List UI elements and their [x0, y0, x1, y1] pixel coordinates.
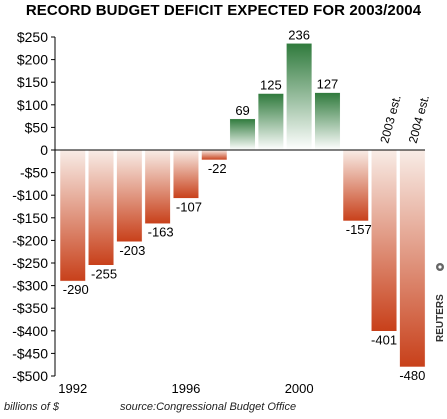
y-tick-label: $150	[17, 74, 48, 90]
chart-title: RECORD BUDGET DEFICIT EXPECTED FOR 2003/…	[25, 2, 422, 19]
x-tick-label-2000: 2000	[285, 381, 314, 396]
data-label-1998: 69	[235, 103, 249, 118]
rotated-label-2003-est: 2003 est.	[377, 93, 403, 144]
y-tick-label: 0	[40, 142, 48, 158]
y-tick-label: $50	[25, 119, 49, 135]
bar-1992	[59, 149, 86, 282]
bar-1997	[201, 149, 228, 161]
y-tick-label: -$150	[12, 210, 48, 226]
data-label-2004-est: -480	[399, 368, 425, 383]
y-tick-label: -$350	[12, 300, 48, 316]
bar-2001	[314, 92, 341, 151]
x-tick-label-1996: 1996	[171, 381, 200, 396]
y-tick-label: $100	[17, 97, 48, 113]
data-label-2002: -157	[346, 222, 372, 237]
y-tick-label: $200	[17, 52, 48, 68]
bar-1995	[144, 149, 171, 224]
rotated-label-2004-est: 2004 est.	[406, 93, 432, 144]
data-label-2003-est: -401	[371, 332, 397, 347]
bar-1999	[257, 93, 284, 151]
y-tick-label: -$500	[12, 368, 48, 384]
data-label-1994: -203	[119, 243, 145, 258]
units-note: billions of $	[4, 401, 60, 413]
data-label-1999: 125	[260, 78, 282, 93]
data-label-1995: -163	[148, 225, 174, 240]
y-tick-label: -$450	[12, 345, 48, 361]
bar-1998	[229, 118, 256, 151]
bars-layer	[59, 43, 426, 368]
data-label-2001: 127	[317, 77, 339, 92]
bar-2002	[342, 149, 369, 222]
data-label-1993: -255	[91, 266, 117, 281]
y-tick-label: -$200	[12, 232, 48, 248]
axis-layer	[51, 36, 425, 377]
bar-1996	[172, 149, 199, 199]
data-label-1996: -107	[176, 199, 202, 214]
y-tick-label: -$100	[12, 187, 48, 203]
bar-2003-est	[371, 149, 398, 332]
svg-text:REUTERS: REUTERS	[435, 294, 446, 342]
y-tick-label: -$400	[12, 323, 48, 339]
y-tick-label: -$300	[12, 278, 48, 294]
data-label-1997: -22	[208, 161, 227, 176]
y-tick-label: -$250	[12, 255, 48, 271]
bar-2000	[286, 43, 313, 151]
data-label-1992: -290	[63, 282, 89, 297]
y-tick-label: -$50	[20, 165, 48, 181]
x-tick-label-1992: 1992	[58, 381, 87, 396]
bar-1993	[88, 149, 115, 266]
y-tick-label: $250	[17, 29, 48, 45]
bar-2004-est	[399, 149, 426, 368]
reuters-logo: REUTERS	[435, 263, 446, 342]
data-label-2000: 236	[288, 27, 310, 42]
source-note: source:Congressional Budget Office	[120, 401, 297, 413]
bar-1994	[116, 149, 143, 243]
